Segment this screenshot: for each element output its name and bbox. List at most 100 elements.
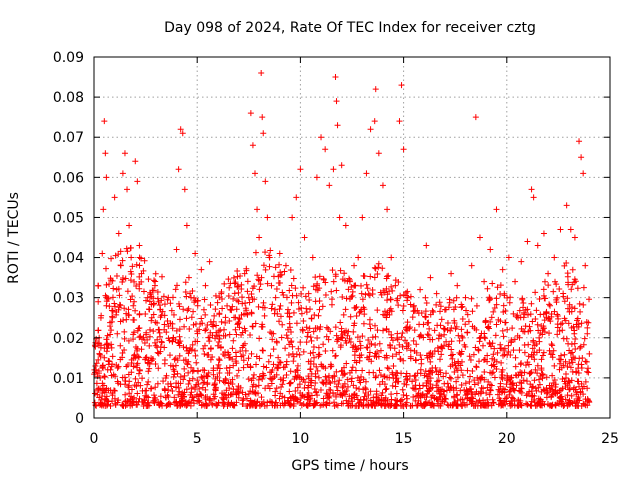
data-point	[381, 289, 388, 296]
data-point	[443, 338, 450, 345]
data-point	[516, 334, 523, 341]
data-point	[564, 273, 571, 280]
data-point	[292, 395, 299, 402]
data-point	[437, 386, 444, 393]
data-point	[559, 320, 566, 327]
data-point	[454, 401, 461, 408]
data-point	[551, 362, 558, 369]
data-point	[290, 353, 297, 360]
y-axis-label: ROTI / TECUs	[6, 192, 22, 284]
data-point	[262, 249, 269, 256]
data-point	[375, 150, 382, 157]
data-point	[414, 392, 421, 399]
x-tick-label: 10	[291, 431, 309, 447]
x-tick-label: 5	[193, 431, 202, 447]
data-point	[154, 380, 161, 387]
data-point	[357, 342, 364, 349]
data-point	[483, 390, 490, 397]
data-point	[481, 334, 488, 341]
data-point	[197, 321, 204, 328]
data-point	[392, 383, 399, 390]
data-point	[551, 308, 558, 315]
data-point	[144, 381, 151, 388]
data-point	[292, 388, 299, 395]
data-point	[371, 264, 378, 271]
data-point	[173, 384, 180, 391]
data-point	[303, 339, 310, 346]
data-point	[576, 383, 583, 390]
data-point	[168, 307, 175, 314]
data-point	[187, 402, 194, 409]
data-point	[509, 380, 516, 387]
data-point	[184, 347, 191, 354]
data-point	[482, 335, 489, 342]
data-point	[99, 393, 106, 400]
data-point	[301, 234, 308, 241]
data-point	[578, 361, 585, 368]
data-point	[333, 401, 340, 408]
data-point	[308, 370, 315, 377]
data-point	[578, 320, 585, 327]
data-point	[552, 402, 559, 409]
data-point	[407, 347, 414, 354]
data-point	[210, 367, 217, 374]
data-point	[388, 283, 395, 290]
data-point	[222, 349, 229, 356]
data-point	[485, 401, 492, 408]
data-point	[119, 257, 126, 264]
data-point	[250, 375, 257, 382]
data-point	[91, 399, 98, 406]
data-point	[493, 295, 500, 302]
data-point	[366, 292, 373, 299]
data-point	[154, 320, 161, 327]
data-point	[506, 388, 513, 395]
data-point	[127, 244, 134, 251]
data-point	[575, 323, 582, 330]
data-point	[240, 396, 247, 403]
data-point	[543, 394, 550, 401]
data-point	[541, 401, 548, 408]
data-point	[448, 338, 455, 345]
data-point	[235, 283, 242, 290]
data-point	[268, 305, 275, 312]
data-point	[302, 293, 309, 300]
data-point	[341, 329, 348, 336]
data-point	[488, 314, 495, 321]
data-point	[467, 357, 474, 364]
data-point	[295, 299, 302, 306]
data-point	[171, 356, 178, 363]
data-point	[165, 400, 172, 407]
data-point	[374, 327, 381, 334]
data-point	[581, 335, 588, 342]
data-point	[230, 362, 237, 369]
data-point	[259, 304, 266, 311]
data-point	[146, 298, 153, 305]
data-point	[290, 402, 297, 409]
data-point	[389, 287, 396, 294]
data-point	[204, 393, 211, 400]
data-point	[265, 382, 272, 389]
data-point	[151, 300, 158, 307]
data-point	[334, 122, 341, 129]
data-point	[283, 332, 290, 339]
data-point	[116, 301, 123, 308]
data-point	[281, 394, 288, 401]
data-point	[213, 402, 220, 409]
data-point	[109, 277, 116, 284]
data-point	[500, 309, 507, 316]
data-point	[481, 402, 488, 409]
data-point	[133, 364, 140, 371]
data-point	[121, 150, 128, 157]
data-point	[247, 110, 254, 117]
data-point	[540, 286, 547, 293]
data-point	[174, 282, 180, 289]
data-point	[433, 395, 440, 402]
data-point	[235, 383, 242, 390]
data-point	[306, 296, 313, 303]
data-point	[161, 301, 168, 308]
data-point	[567, 385, 574, 392]
data-point	[272, 264, 279, 271]
data-point	[304, 329, 311, 336]
data-point	[536, 338, 543, 345]
